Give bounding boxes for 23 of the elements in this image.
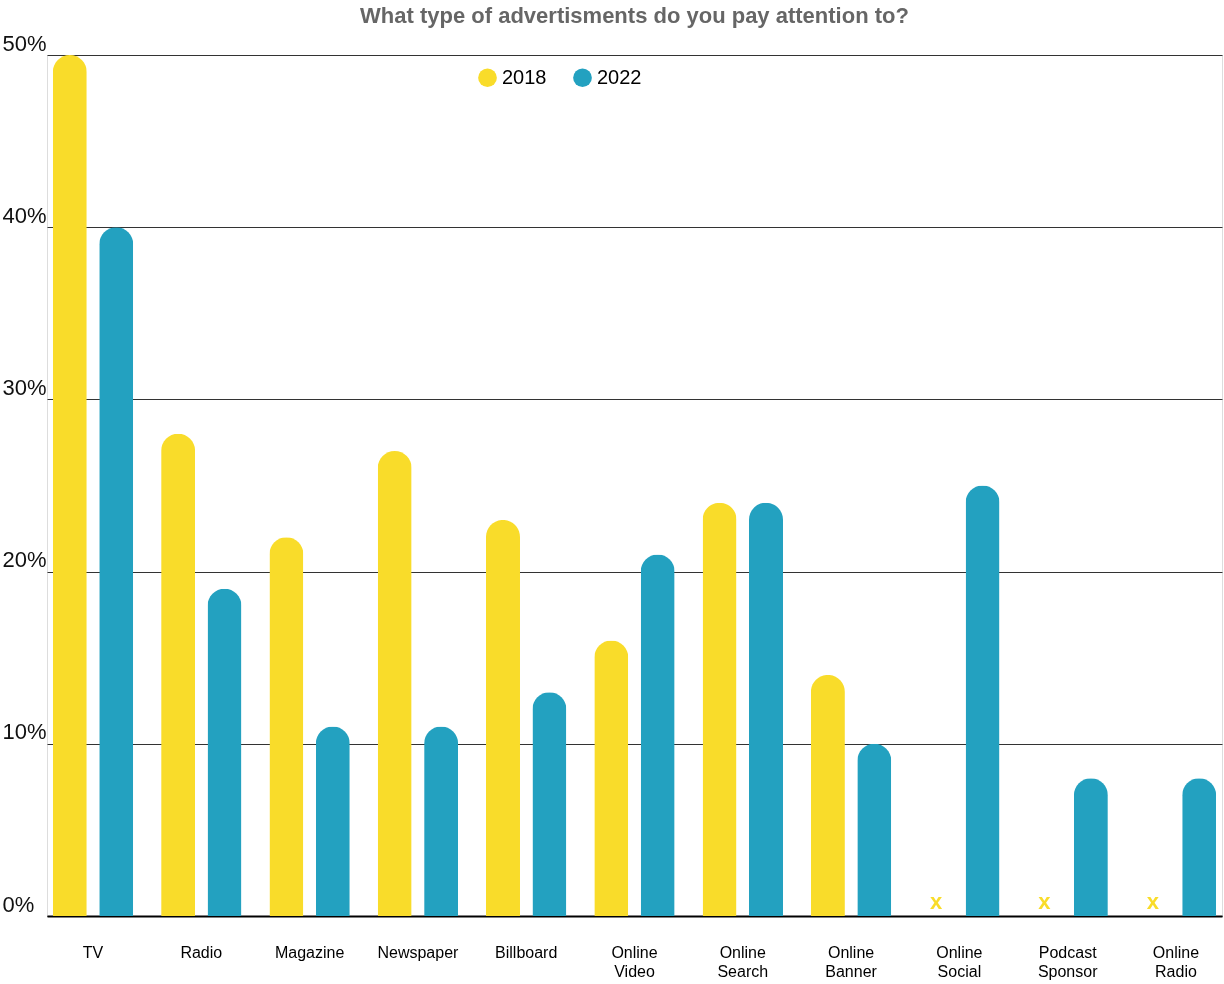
annotation: x xyxy=(930,889,944,914)
x-tick-label: Magazine xyxy=(274,943,345,961)
chart-title: What type of advertisments do you pay attention to? xyxy=(360,3,909,28)
annotation: x xyxy=(1146,889,1160,914)
y-tick-label: 30% xyxy=(2,374,47,400)
x-tick-label: Online Video xyxy=(611,943,658,980)
x-tick-label: Billboard xyxy=(495,943,558,961)
y-tick-label: 20% xyxy=(2,547,47,573)
y-tick-label: 0% xyxy=(2,891,35,917)
x-tick-label: Online Social xyxy=(936,943,983,980)
y-tick-label: 50% xyxy=(2,30,47,56)
y-tick-label: 10% xyxy=(2,719,47,745)
x-tick-label: Online Banner xyxy=(825,943,878,980)
x-tick-label: Online Search xyxy=(717,943,769,980)
x-tick-label: TV xyxy=(82,943,104,961)
legend-label: 2018 xyxy=(502,65,547,88)
x-tick-label: Radio xyxy=(180,943,223,961)
x-tick-label: Newspaper xyxy=(377,943,460,961)
y-tick-label: 40% xyxy=(2,202,47,228)
annotation: x xyxy=(1038,889,1052,914)
x-tick-label: Podcast Sponsor xyxy=(1037,943,1099,980)
legend-label: 2022 xyxy=(597,65,642,88)
x-tick-label: Online Radio xyxy=(1152,943,1200,980)
